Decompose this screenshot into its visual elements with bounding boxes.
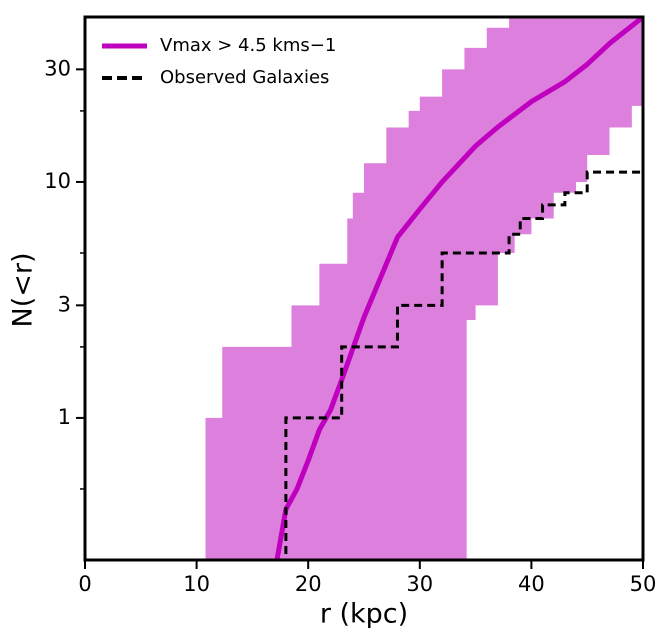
legend-label: Observed Galaxies	[160, 67, 329, 88]
y-axis-label: N(<r)	[8, 253, 39, 328]
legend-label: Vmax > 4.5 kms−1	[160, 35, 336, 56]
x-tick-label: 50	[630, 572, 657, 596]
x-tick-label: 20	[295, 572, 322, 596]
median-line	[274, 17, 643, 560]
x-tick-label: 40	[518, 572, 545, 596]
x-tick-label: 10	[183, 572, 210, 596]
observed-step	[284, 170, 643, 560]
y-tick-label: 30	[44, 56, 71, 80]
x-axis-label: r (kpc)	[320, 599, 408, 630]
x-tick-label: 0	[78, 572, 91, 596]
y-tick-label: 1	[58, 405, 71, 429]
plot-area	[205, 17, 643, 560]
plot-frame	[83, 15, 645, 562]
x-tick-label: 30	[406, 572, 433, 596]
y-tick-label: 10	[44, 169, 71, 193]
spread-band	[205, 17, 643, 560]
y-tick-label: 3	[58, 292, 71, 316]
